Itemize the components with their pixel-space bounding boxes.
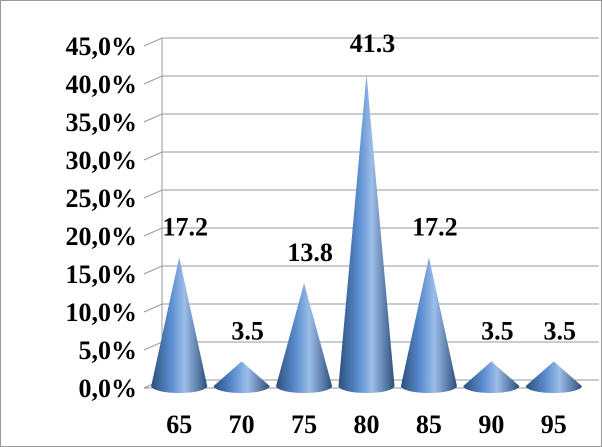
x-tick-label: 80 (354, 410, 380, 439)
cone-body (213, 361, 270, 394)
cone-body (525, 361, 582, 394)
x-tick-label: 65 (166, 410, 192, 439)
cone-bar (338, 74, 395, 394)
cone-bar (525, 361, 582, 394)
data-label: 17.2 (412, 212, 458, 241)
cone-bar (151, 257, 208, 394)
y-tick-label: 45,0% (66, 32, 138, 61)
y-tick-label: 5,0% (79, 336, 138, 365)
x-axis-categories: 65 70 75 80 85 90 95 (166, 410, 567, 439)
y-tick-label: 35,0% (66, 108, 138, 137)
data-label: 3.5 (481, 316, 514, 345)
cone-body (400, 257, 457, 394)
cone-body (463, 361, 520, 393)
gridline (143, 37, 599, 47)
cone-series (151, 74, 582, 394)
y-axis-ticks: 0,0% 5,0% 10,0% 15,0% 20,0% 25,0% 30,0% 35,0% 40… (66, 32, 138, 403)
x-tick-label: 85 (416, 410, 442, 439)
gridline (143, 303, 599, 313)
gridline (143, 151, 599, 161)
y-tick-label: 20,0% (66, 222, 138, 251)
cone-body (151, 257, 208, 394)
data-label: 13.8 (287, 238, 333, 267)
data-label: 17.2 (162, 212, 208, 241)
x-tick-label: 90 (478, 410, 504, 439)
gridline (143, 227, 599, 237)
y-tick-label: 15,0% (66, 260, 138, 289)
gridline (143, 189, 599, 199)
gridline (143, 113, 599, 123)
data-label: 3.5 (231, 316, 264, 345)
cone-body (338, 74, 395, 394)
x-tick-label: 75 (291, 410, 317, 439)
gridline (143, 265, 599, 275)
cone-body (276, 283, 333, 394)
y-tick-label: 40,0% (66, 70, 138, 99)
y-tick-label: 30,0% (66, 146, 138, 175)
data-labels: 17.2 3.5 13.8 41.3 17.2 3.5 3.5 (162, 29, 576, 345)
cone-bar (400, 257, 457, 394)
data-label: 3.5 (544, 316, 577, 345)
x-tick-label: 70 (229, 410, 255, 439)
cone-bar (213, 361, 270, 394)
x-tick-label: 95 (541, 410, 567, 439)
data-label: 41.3 (350, 29, 396, 58)
y-tick-label: 25,0% (66, 184, 138, 213)
cone-bar (463, 361, 520, 393)
gridline (143, 75, 599, 85)
y-tick-label: 0,0% (79, 374, 138, 403)
cone-bar (276, 283, 333, 394)
y-tick-label: 10,0% (66, 298, 138, 327)
